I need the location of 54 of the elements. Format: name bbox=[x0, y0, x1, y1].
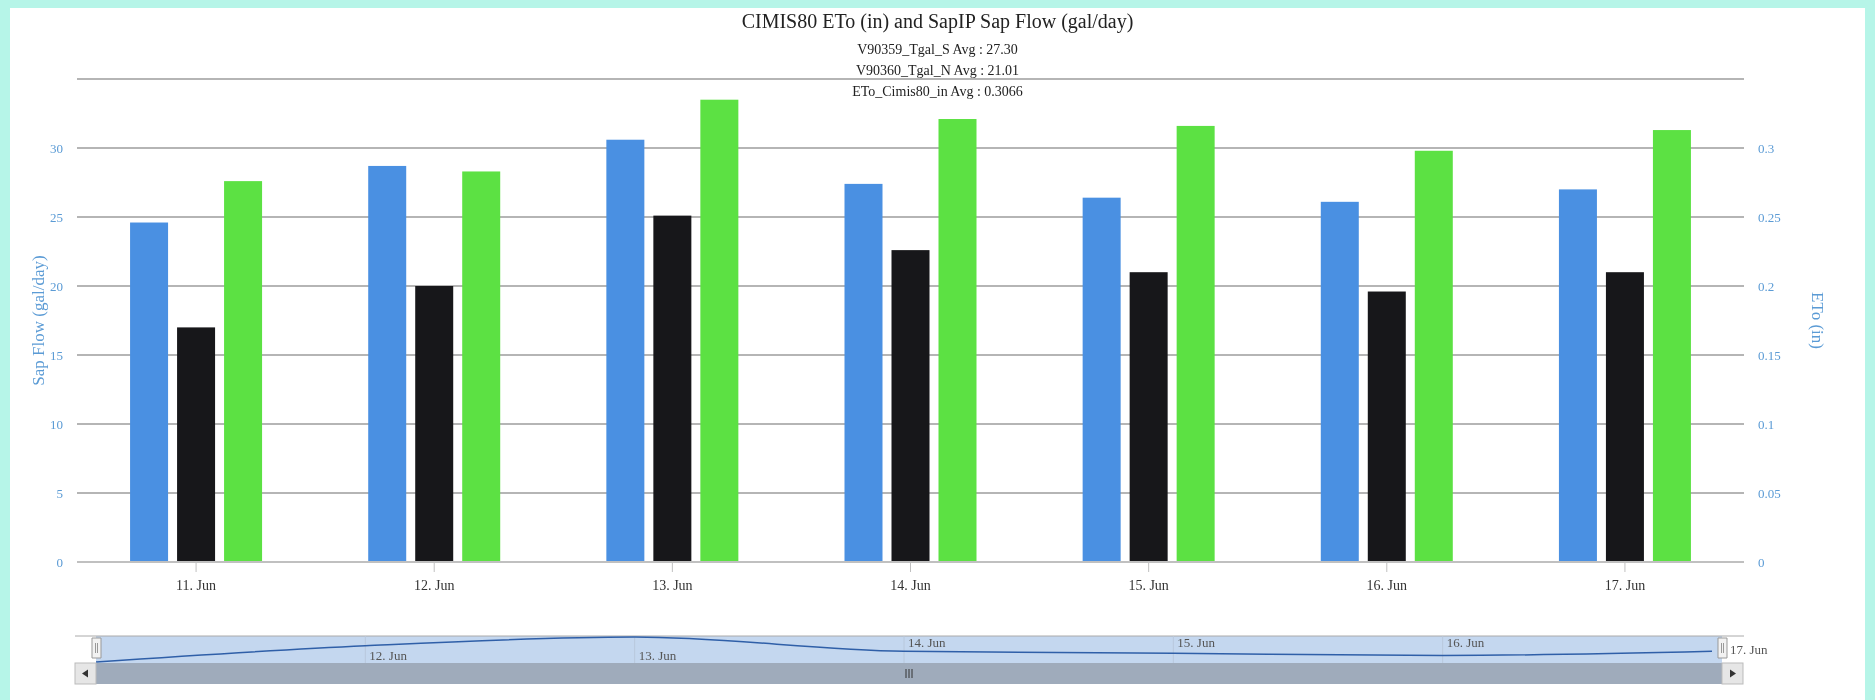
bar bbox=[606, 139, 645, 562]
x-tick-label: 16. Jun bbox=[1366, 578, 1408, 593]
y2-tick-label: 0.15 bbox=[1758, 348, 1781, 363]
x-tick-label: 13. Jun bbox=[652, 578, 693, 593]
y-tick-label: 20 bbox=[50, 279, 63, 294]
bar bbox=[938, 119, 977, 562]
bar bbox=[462, 171, 501, 562]
bar bbox=[653, 215, 692, 562]
x-tick-label: 17. Jun bbox=[1604, 578, 1646, 593]
bar bbox=[700, 99, 739, 562]
x-tick-label: 15. Jun bbox=[1177, 635, 1216, 650]
chart-title: CIMIS80 ETo (in) and SapIP Sap Flow (gal/day) bbox=[741, 10, 1134, 33]
bar bbox=[1652, 130, 1691, 562]
bar bbox=[891, 250, 930, 562]
bar bbox=[1320, 201, 1359, 562]
bar bbox=[1082, 197, 1121, 562]
y2-tick-label: 0.25 bbox=[1758, 210, 1781, 225]
y-tick-label: 10 bbox=[50, 417, 63, 432]
bar bbox=[1558, 189, 1597, 562]
text: V90359_Tgal_S Avg : 27.30 bbox=[857, 42, 1018, 57]
x-tick-label: 12. Jun bbox=[369, 648, 408, 663]
y-tick-label: 25 bbox=[50, 210, 63, 225]
bar bbox=[1367, 291, 1406, 562]
x-tick-label: 11. Jun bbox=[176, 578, 217, 593]
y-tick-label: 30 bbox=[50, 141, 63, 156]
bar bbox=[415, 286, 454, 562]
x-tick-label: 13. Jun bbox=[638, 648, 677, 663]
x-tick-label: 15. Jun bbox=[1128, 578, 1169, 593]
y-tick-label: 5 bbox=[56, 486, 63, 501]
x-tick-label: 17. Jun bbox=[1730, 642, 1769, 657]
bar bbox=[1176, 125, 1215, 562]
bar bbox=[130, 222, 169, 562]
y-tick-label: 15 bbox=[50, 348, 63, 363]
y2-tick-label: 0.2 bbox=[1758, 279, 1775, 294]
y-axis-title: Sap Flow (gal/day) bbox=[29, 255, 48, 386]
x-tick-label: 14. Jun bbox=[908, 635, 947, 650]
x-tick-label: 16. Jun bbox=[1446, 635, 1485, 650]
bar bbox=[1414, 150, 1453, 562]
bar bbox=[1129, 272, 1168, 562]
annotation: ETo_Cimis80_in Avg : 0.3066 bbox=[852, 84, 1023, 99]
bar bbox=[177, 327, 216, 562]
bar bbox=[224, 181, 263, 562]
y2-tick-label: 0.05 bbox=[1758, 486, 1781, 501]
bar bbox=[844, 183, 883, 562]
y2-tick-label: 0.3 bbox=[1758, 141, 1775, 156]
bar bbox=[1605, 272, 1644, 562]
y2-tick-label: 0.1 bbox=[1758, 417, 1775, 432]
x-tick-label: 14. Jun bbox=[890, 578, 931, 593]
y2-tick-label: 0 bbox=[1758, 555, 1765, 570]
y2-axis-title: ETo (in) bbox=[1808, 292, 1827, 349]
y-tick-label: 0 bbox=[56, 555, 63, 570]
text: V90360_Tgal_N Avg : 21.01 bbox=[855, 63, 1020, 78]
bar bbox=[368, 165, 407, 562]
x-tick-label: 12. Jun bbox=[413, 578, 455, 593]
